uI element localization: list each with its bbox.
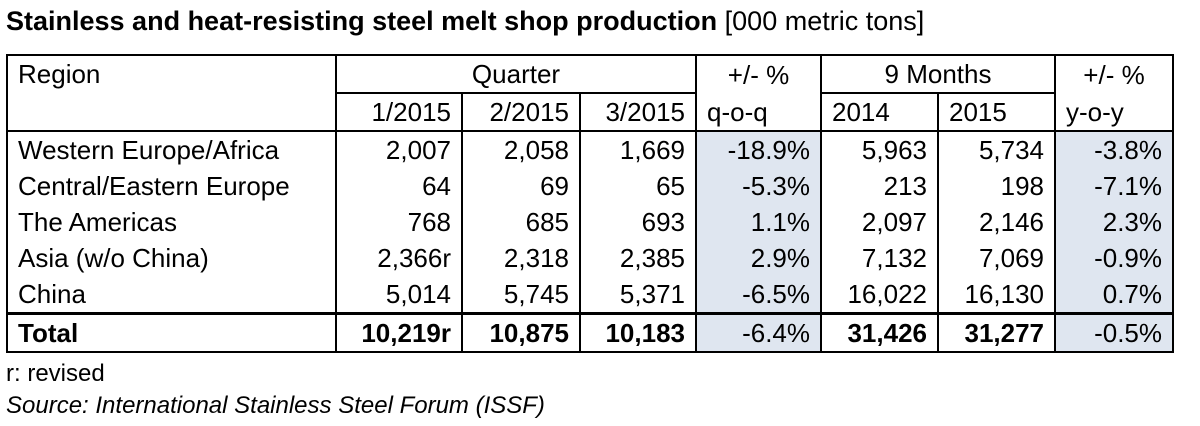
total-row: Total 10,219r 10,875 10,183 -6.4% 31,426… bbox=[7, 312, 1174, 352]
cell-q2-2015: 69 bbox=[461, 168, 580, 204]
table-row: China 5,014 5,745 5,371 -6.5% 16,022 16,130 0.7… bbox=[7, 276, 1174, 314]
cell-9m-2015: 198 bbox=[936, 168, 1056, 204]
header-qoq-pct: +/- % bbox=[695, 55, 821, 93]
cell-region: Western Europe/Africa bbox=[18, 135, 280, 165]
table-row: The Americas 768 685 693 1.1% 2,097 2,146 2.3% bbox=[7, 204, 1174, 240]
cell-9m-2015: 2,146 bbox=[936, 204, 1056, 240]
table-body: Western Europe/Africa 2,007 2,058 1,669 -18.… bbox=[7, 131, 1174, 314]
header-qoq: q-o-q bbox=[695, 93, 821, 132]
cell-qoq: -18.9% bbox=[695, 131, 821, 168]
cell-q1-2015: 768 bbox=[335, 204, 462, 240]
table-title-main: Stainless and heat-resisting steel melt … bbox=[6, 6, 718, 36]
cell-region: China bbox=[18, 279, 86, 309]
header-2015: 2015 bbox=[936, 92, 1056, 132]
cell-9m-2014: 7,132 bbox=[820, 240, 938, 276]
total-yoy: -0.5% bbox=[1054, 312, 1174, 352]
cell-region: The Americas bbox=[18, 207, 177, 237]
cell-qoq: -5.3% bbox=[695, 168, 821, 204]
cell-q3-2015: 65 bbox=[579, 168, 696, 204]
total-qoq: -6.4% bbox=[695, 312, 821, 352]
header-2014: 2014 bbox=[820, 92, 938, 132]
cell-9m-2015: 16,130 bbox=[936, 276, 1056, 314]
total-9m-2014: 31,426 bbox=[820, 312, 938, 352]
cell-region: Asia (w/o China) bbox=[18, 243, 209, 273]
footnote-revised: r: revised bbox=[6, 360, 105, 387]
cell-9m-2014: 5,963 bbox=[820, 131, 938, 168]
table-row: Asia (w/o China) 2,366r 2,318 2,385 2.9% 7,13… bbox=[7, 240, 1174, 276]
header-yoy: y-o-y bbox=[1054, 93, 1174, 132]
header-quarter: Quarter bbox=[335, 55, 696, 93]
header-row-2: 1/2015 2/2015 3/2015 q-o-q 2014 2015 y-o… bbox=[7, 92, 1174, 132]
cell-yoy: -0.9% bbox=[1054, 240, 1174, 276]
cell-qoq: 1.1% bbox=[695, 204, 821, 240]
cell-qoq: -6.5% bbox=[695, 276, 821, 314]
cell-q2-2015: 2,318 bbox=[461, 240, 580, 276]
footnote-source: Source: International Stainless Steel Fo… bbox=[6, 392, 545, 419]
cell-q3-2015: 1,669 bbox=[579, 131, 696, 168]
total-q3-2015: 10,183 bbox=[579, 312, 696, 352]
cell-q2-2015: 685 bbox=[461, 204, 580, 240]
total-9m-2015: 31,277 bbox=[936, 312, 1056, 352]
header-q3-2015: 3/2015 bbox=[579, 92, 696, 132]
header-yoy-pct: +/- % bbox=[1054, 55, 1174, 93]
cell-yoy: 2.3% bbox=[1054, 204, 1174, 240]
table-row: Western Europe/Africa 2,007 2,058 1,669 -18.… bbox=[7, 131, 1174, 168]
cell-q2-2015: 5,745 bbox=[461, 276, 580, 314]
table-row: Central/Eastern Europe 64 69 65 -5.3% 213 198-… bbox=[7, 168, 1174, 204]
header-row-1: Region Quarter +/- % 9 Months +/- % bbox=[7, 55, 1174, 132]
table-title-unit: [000 metric tons] bbox=[724, 6, 925, 36]
cell-9m-2014: 16,022 bbox=[820, 276, 938, 314]
total-q1-2015: 10,219r bbox=[335, 312, 462, 352]
cell-q1-2015: 2,366r bbox=[335, 240, 462, 276]
table-title: Stainless and heat-resisting steel melt … bbox=[6, 6, 924, 37]
total-label: Total bbox=[7, 312, 336, 352]
header-q2-2015: 2/2015 bbox=[461, 92, 580, 132]
cell-q1-2015: 64 bbox=[335, 168, 462, 204]
cell-9m-2014: 213 bbox=[820, 168, 938, 204]
cell-region: Central/Eastern Europe bbox=[18, 171, 290, 201]
cell-9m-2015: 5,734 bbox=[936, 131, 1056, 168]
total-q2-2015: 10,875 bbox=[461, 312, 580, 352]
production-table: Region Quarter +/- % 9 Months +/- % 1/20… bbox=[6, 54, 1175, 353]
cell-q3-2015: 2,385 bbox=[579, 240, 696, 276]
cell-9m-2014: 2,097 bbox=[820, 204, 938, 240]
header-region: Region bbox=[7, 55, 336, 132]
cell-yoy: 0.7% bbox=[1054, 276, 1174, 314]
cell-yoy: -3.8% bbox=[1054, 131, 1174, 168]
cell-q1-2015: 2,007 bbox=[335, 131, 462, 168]
cell-q1-2015: 5,014 bbox=[335, 276, 462, 314]
cell-9m-2015: 7,069 bbox=[936, 240, 1056, 276]
cell-qoq: 2.9% bbox=[695, 240, 821, 276]
header-q1-2015: 1/2015 bbox=[335, 92, 462, 132]
cell-q2-2015: 2,058 bbox=[461, 131, 580, 168]
cell-q3-2015: 5,371 bbox=[579, 276, 696, 314]
cell-q3-2015: 693 bbox=[579, 204, 696, 240]
header-nine-months: 9 Months bbox=[819, 55, 1056, 93]
cell-yoy: -7.1% bbox=[1054, 168, 1174, 204]
